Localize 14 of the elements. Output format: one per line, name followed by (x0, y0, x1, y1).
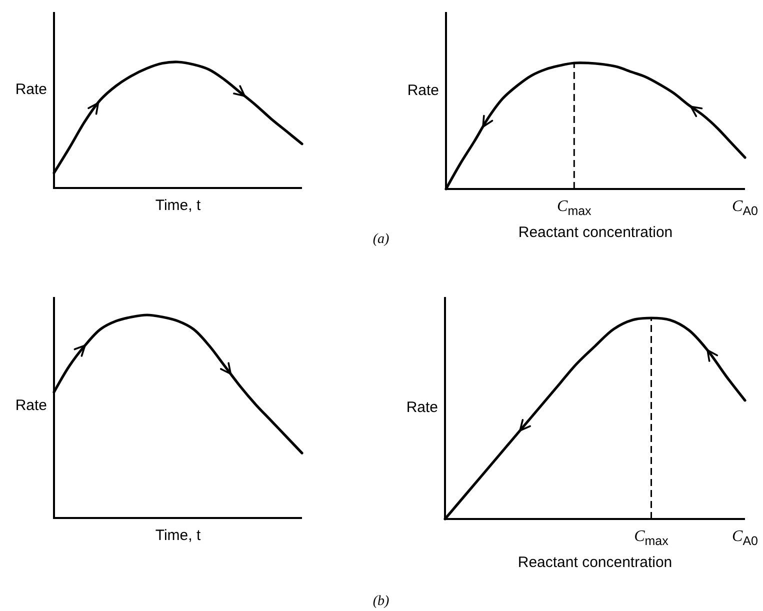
y-axis-title: Rate (406, 399, 438, 416)
y-axis-title: Rate (407, 82, 439, 99)
x-axis-title: Reactant concentration (518, 224, 673, 241)
x-tick-label: C$_{A0}$ (732, 528, 758, 548)
text: (b) (372, 594, 390, 609)
y-axis-title: Rate (15, 81, 47, 98)
x-tick-label: C$_{max}$ (634, 528, 670, 548)
x-axis-title: Time, t (155, 527, 202, 544)
y-axis-title: Rate (15, 397, 47, 414)
x-axis-title: Reactant concentration (518, 554, 672, 571)
x-axis-title: Time, t (155, 197, 202, 214)
text: (a) (372, 232, 390, 247)
x-tick-label: C$_{max}$ (557, 198, 592, 218)
x-tick-label: C$_{A0}$ (732, 198, 758, 218)
